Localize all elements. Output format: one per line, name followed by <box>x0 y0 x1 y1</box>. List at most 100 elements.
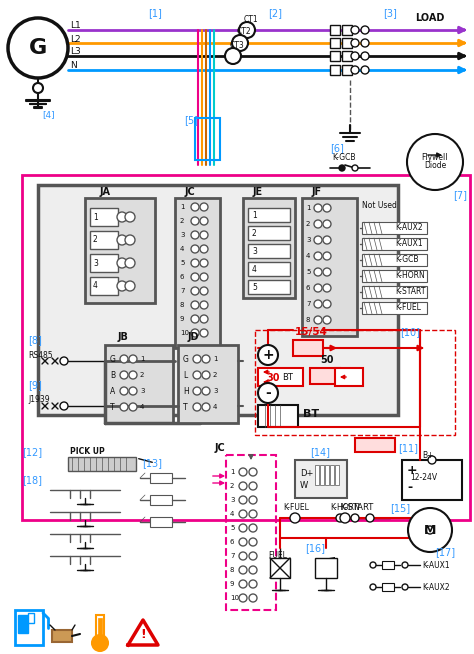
Text: 2: 2 <box>180 218 184 224</box>
Bar <box>382 583 394 591</box>
Circle shape <box>352 165 358 171</box>
Text: [17]: [17] <box>435 547 455 557</box>
Bar <box>302 198 357 336</box>
Bar <box>248 244 290 258</box>
Bar <box>295 460 347 498</box>
Text: 8: 8 <box>306 317 310 323</box>
Bar <box>258 368 303 386</box>
Circle shape <box>200 217 208 225</box>
Text: A: A <box>110 387 115 396</box>
Text: 4: 4 <box>306 253 310 259</box>
Bar <box>270 558 290 578</box>
Bar <box>355 438 395 452</box>
Circle shape <box>361 26 369 34</box>
Text: 2: 2 <box>230 483 234 489</box>
Text: [14]: [14] <box>310 447 330 457</box>
Bar <box>18 615 28 633</box>
Bar <box>248 280 290 294</box>
Bar <box>342 38 352 48</box>
Circle shape <box>239 468 247 476</box>
Bar <box>335 368 363 386</box>
Text: 50: 50 <box>320 355 334 365</box>
Text: 8: 8 <box>180 302 184 308</box>
Text: 5: 5 <box>230 525 234 531</box>
Circle shape <box>366 514 374 522</box>
Bar <box>195 118 220 160</box>
Circle shape <box>191 231 199 239</box>
Text: L1: L1 <box>70 22 81 31</box>
Circle shape <box>60 357 68 365</box>
Text: [10]: [10] <box>400 327 420 337</box>
Text: [18]: [18] <box>22 475 42 485</box>
Text: Diode: Diode <box>424 162 446 171</box>
Text: B+: B+ <box>422 451 434 460</box>
Text: 3: 3 <box>180 232 184 238</box>
Circle shape <box>249 594 257 602</box>
Circle shape <box>193 371 201 379</box>
Circle shape <box>361 66 369 74</box>
Bar <box>258 405 298 427</box>
Circle shape <box>129 403 137 411</box>
Bar <box>315 558 337 578</box>
Text: [3]: [3] <box>383 8 397 18</box>
Text: PICK UP: PICK UP <box>70 447 105 456</box>
Bar <box>90 277 118 295</box>
Circle shape <box>120 355 128 363</box>
Bar <box>248 226 290 240</box>
Text: 3: 3 <box>306 237 310 243</box>
Circle shape <box>191 273 199 281</box>
Circle shape <box>361 39 369 47</box>
Text: [12]: [12] <box>22 447 42 457</box>
Circle shape <box>239 566 247 574</box>
Text: 1: 1 <box>252 211 257 220</box>
Bar <box>150 517 172 527</box>
Circle shape <box>202 403 210 411</box>
Bar <box>248 208 290 222</box>
Circle shape <box>249 552 257 560</box>
Text: 3: 3 <box>213 388 218 394</box>
Bar <box>315 465 319 485</box>
Circle shape <box>408 508 452 552</box>
Circle shape <box>249 510 257 518</box>
Bar <box>178 345 238 423</box>
Text: T: T <box>183 402 188 411</box>
Circle shape <box>249 538 257 546</box>
Circle shape <box>200 245 208 253</box>
Circle shape <box>314 220 322 228</box>
Text: Not Used: Not Used <box>362 201 397 209</box>
Text: 2: 2 <box>252 228 257 237</box>
Bar <box>362 270 427 282</box>
Circle shape <box>351 52 359 60</box>
Text: M: M <box>424 523 436 536</box>
Text: K-START: K-START <box>340 504 373 513</box>
Text: 30: 30 <box>266 373 280 383</box>
Text: 7: 7 <box>306 301 310 307</box>
Text: L3: L3 <box>70 48 81 56</box>
Text: K-AUX1: K-AUX1 <box>422 560 450 570</box>
Circle shape <box>191 259 199 267</box>
Bar <box>362 238 427 250</box>
Bar <box>362 222 427 234</box>
Circle shape <box>239 510 247 518</box>
Text: CT3: CT3 <box>230 41 245 50</box>
Text: 7: 7 <box>230 553 235 559</box>
Text: K-START: K-START <box>395 288 426 296</box>
Circle shape <box>200 273 208 281</box>
Circle shape <box>258 383 278 403</box>
Bar <box>248 262 290 276</box>
Circle shape <box>125 212 135 222</box>
Text: K-FUEL: K-FUEL <box>283 504 309 513</box>
Circle shape <box>200 287 208 295</box>
Circle shape <box>239 496 247 504</box>
Bar <box>85 198 155 303</box>
Bar <box>342 25 352 35</box>
Bar <box>362 302 427 314</box>
Bar <box>105 345 173 423</box>
Bar <box>90 208 118 226</box>
Text: 9: 9 <box>230 581 235 587</box>
Circle shape <box>336 514 344 522</box>
Circle shape <box>407 134 463 190</box>
Bar <box>330 25 340 35</box>
Bar <box>15 610 43 645</box>
Bar <box>330 65 340 75</box>
